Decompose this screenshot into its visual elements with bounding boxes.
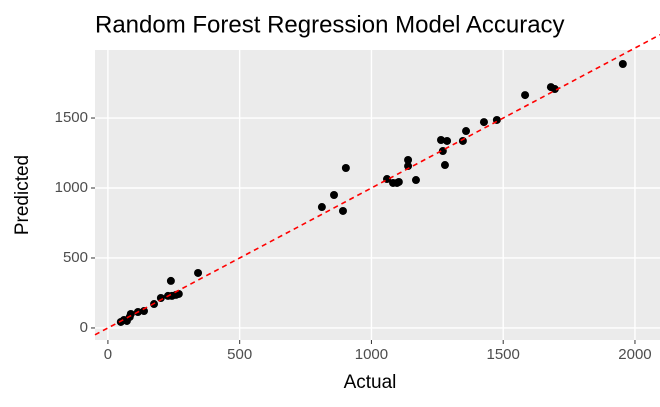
point: [140, 307, 149, 316]
x-tick-label: 1500: [487, 346, 520, 363]
point: [404, 156, 413, 165]
point: [404, 162, 413, 171]
point: [462, 127, 471, 136]
point: [341, 163, 350, 172]
point: [437, 135, 446, 144]
y-tick-label: 1000: [55, 179, 88, 196]
point: [411, 176, 420, 185]
point: [156, 294, 165, 303]
point: [338, 206, 347, 215]
reference-line: [94, 34, 660, 336]
x-tick-label: 500: [227, 346, 252, 363]
y-axis-title: Predicted: [12, 155, 33, 235]
point: [440, 161, 449, 170]
point: [550, 85, 559, 94]
point: [618, 59, 627, 68]
x-tick-label: 0: [104, 346, 112, 363]
point: [394, 177, 403, 186]
x-axis-title: Actual: [344, 372, 397, 393]
point: [317, 203, 326, 212]
x-tick-label: 2000: [618, 346, 651, 363]
point: [479, 118, 488, 127]
point: [458, 136, 467, 145]
point: [166, 276, 175, 285]
plot-background: [95, 50, 660, 340]
point: [521, 91, 530, 100]
point: [330, 191, 339, 199]
y-tick-label: 0: [80, 319, 88, 336]
point: [194, 268, 203, 277]
point: [443, 136, 452, 145]
x-tick-label: 1000: [355, 346, 388, 363]
chart-title: Random Forest Regression Model Accuracy: [95, 11, 565, 38]
y-tick-label: 1500: [55, 109, 88, 126]
y-tick-label: 500: [63, 249, 88, 266]
